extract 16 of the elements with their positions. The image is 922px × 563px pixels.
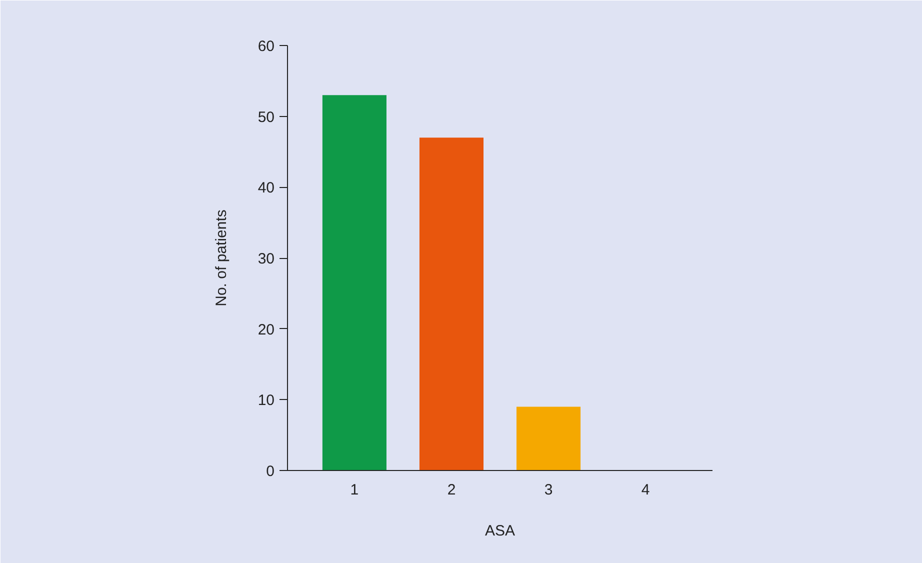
x-tick-label: 2 <box>447 482 456 498</box>
y-tick-label: 50 <box>258 108 275 126</box>
y-tick-label: 30 <box>258 250 275 268</box>
bar <box>516 406 581 470</box>
y-tick-label: 10 <box>258 392 275 410</box>
y-tick-label: 0 <box>266 463 274 480</box>
y-axis-title: No. of patients <box>212 210 230 306</box>
x-tick-label: 1 <box>350 482 359 498</box>
y-tick-label: 60 <box>258 38 275 55</box>
bar <box>419 138 484 470</box>
y-tick-label: 40 <box>258 180 275 197</box>
x-tick-label: 4 <box>641 482 650 498</box>
x-tick-label: 3 <box>544 482 553 498</box>
y-tick-label: 20 <box>258 321 275 338</box>
bar <box>322 95 386 470</box>
x-axis-title: ASA <box>484 522 516 540</box>
